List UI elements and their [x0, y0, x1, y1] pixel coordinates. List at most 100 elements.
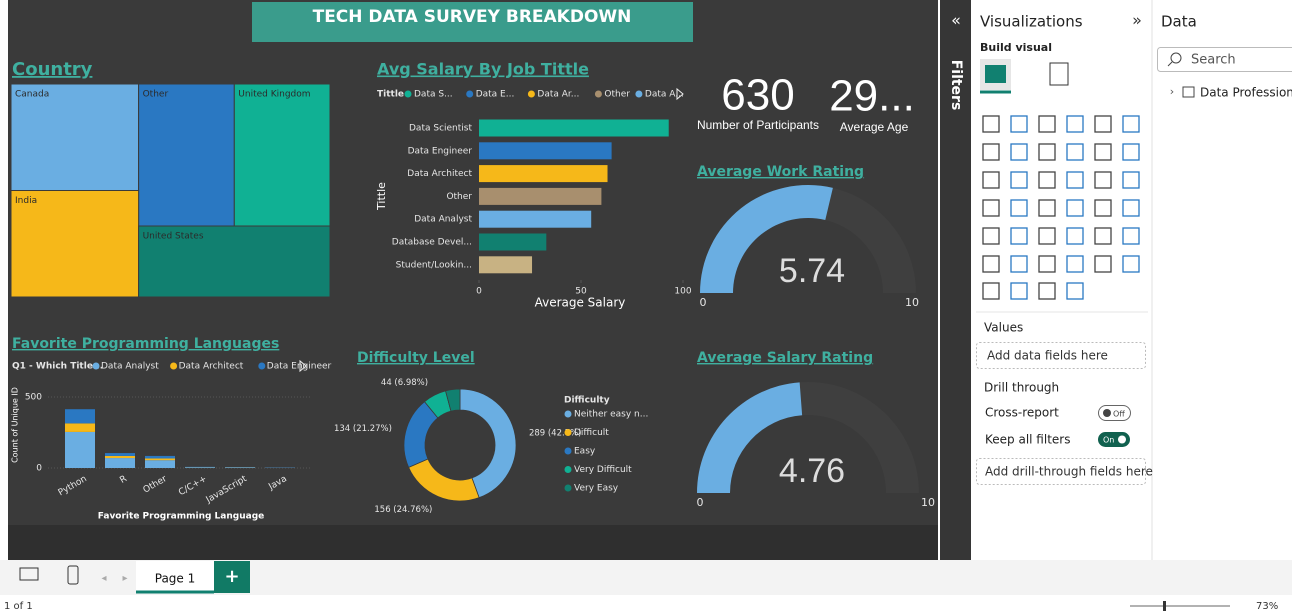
tile-label: United States	[143, 232, 204, 242]
legend-swatch	[405, 91, 412, 98]
treemap-tile	[139, 84, 235, 226]
legend-item: Neither easy n...	[574, 410, 648, 420]
page-tab-label[interactable]: Page 1	[155, 572, 196, 586]
build-visual: Build visual	[980, 41, 1052, 54]
y-axis-title: Count of Unique ID	[11, 387, 20, 463]
build-icon-glyph	[985, 65, 1006, 83]
zoom-thumb[interactable]	[1163, 601, 1166, 611]
legend-item: Data S...	[414, 90, 453, 100]
legend-swatch	[595, 91, 602, 98]
treemap-tile	[11, 191, 139, 298]
tile-label: United Kingdom	[238, 90, 310, 100]
legend-item: Difficult	[574, 428, 609, 438]
canvas-bottom	[8, 525, 938, 560]
data-label: 44 (6.98%)	[381, 378, 428, 388]
legend-item: Very Difficult	[574, 465, 632, 475]
legend-item: Easy	[574, 447, 596, 457]
page-count: 1 of 1	[4, 601, 33, 612]
tile-label: Other	[143, 90, 169, 100]
bar	[479, 165, 608, 182]
bar	[479, 188, 601, 205]
x-tick-label: 100	[674, 287, 691, 297]
y-tick-label: 500	[25, 393, 42, 403]
y-axis-title: Tittle	[375, 182, 388, 211]
legend-item: Other	[604, 90, 630, 100]
toggle-knob	[1118, 436, 1126, 444]
legend-swatch	[635, 91, 642, 98]
status-bar	[0, 595, 1292, 612]
cross-report-label: Cross-report	[985, 406, 1059, 420]
viz-title: Visualizations	[980, 13, 1083, 31]
add-page-icon: +	[224, 566, 239, 587]
search-placeholder: Search	[1191, 53, 1236, 68]
next-page[interactable]: ▸	[122, 573, 127, 584]
report-title: TECH DATA SURVEY BREAKDOWN	[313, 7, 632, 27]
bar-segment	[145, 460, 175, 468]
expand-icon[interactable]: »	[1132, 11, 1142, 30]
category-label: Other	[446, 192, 472, 202]
bar-segment	[65, 432, 95, 468]
values-label: Values	[984, 321, 1023, 335]
legend-swatch	[93, 363, 100, 370]
visual-title: Average Work Rating	[697, 164, 864, 180]
category-label: Data Analyst	[414, 215, 472, 225]
tile-label: Canada	[15, 90, 49, 100]
x-axis-title: Favorite Programming Language	[98, 512, 265, 522]
legend-item: Data A...	[645, 90, 684, 100]
legend-swatch	[258, 363, 265, 370]
legend-swatch	[466, 91, 473, 98]
bar-segment	[185, 467, 215, 468]
bar-segment	[65, 423, 95, 432]
legend-title: Tittle	[377, 90, 404, 100]
category-label: Data Architect	[407, 169, 472, 179]
cross-report-state: Off	[1113, 410, 1125, 419]
data-label: 134 (21.27%)	[334, 424, 392, 434]
legend-swatch	[565, 448, 572, 455]
collapse-icon[interactable]: «	[951, 11, 961, 30]
prev-page[interactable]: ◂	[101, 573, 106, 584]
visual-title: Average Salary Rating	[697, 350, 873, 366]
gauge-value: 5.74	[779, 252, 845, 290]
x-axis-title: Average Salary	[535, 296, 626, 310]
legend-item: Data Ar...	[537, 90, 579, 100]
keep-filters-state: On	[1103, 436, 1114, 445]
legend-swatch	[565, 411, 572, 418]
expand-chevron[interactable]: ›	[1170, 85, 1174, 98]
legend-title: Q1 - Which Title...	[12, 362, 103, 372]
card-value: 29...	[829, 72, 915, 121]
category-label: Data Scientist	[409, 124, 472, 134]
card-label: Average Age	[840, 120, 909, 134]
gauge-max: 10	[905, 296, 919, 309]
category-label: Database Devel...	[392, 238, 472, 248]
bar-segment	[105, 456, 135, 458]
legend-title: Difficulty	[564, 396, 610, 406]
data-title: Data	[1161, 13, 1197, 31]
y-tick-label: 0	[36, 464, 42, 474]
legend-swatch	[528, 91, 535, 98]
legend-item: Data Engineer	[267, 362, 332, 372]
gauge-max: 10	[921, 496, 935, 509]
legend-item: Data E...	[476, 90, 515, 100]
tile-label: India	[15, 196, 37, 206]
gauge-min: 0	[700, 296, 707, 309]
values-placeholder: Add data fields here	[987, 349, 1108, 363]
treemap-tile	[234, 84, 330, 226]
bar	[479, 256, 532, 273]
legend-swatch	[565, 466, 572, 473]
legend-item: Data Analyst	[101, 362, 159, 372]
category-label: Student/Lookin...	[396, 260, 472, 270]
bar-segment	[105, 453, 135, 456]
bar-segment	[145, 456, 175, 459]
card-value: 630	[721, 71, 794, 120]
legend-swatch	[170, 363, 177, 370]
bar	[479, 211, 591, 228]
drill-placeholder: Add drill-through fields here	[985, 465, 1153, 479]
bar	[479, 142, 612, 159]
table-name[interactable]: Data Professional	[1200, 86, 1292, 100]
legend-item: Data Architect	[179, 362, 244, 372]
filters-label[interactable]: Filters	[948, 60, 964, 111]
gauge-min: 0	[697, 496, 704, 509]
x-tick-label: 0	[476, 287, 482, 297]
